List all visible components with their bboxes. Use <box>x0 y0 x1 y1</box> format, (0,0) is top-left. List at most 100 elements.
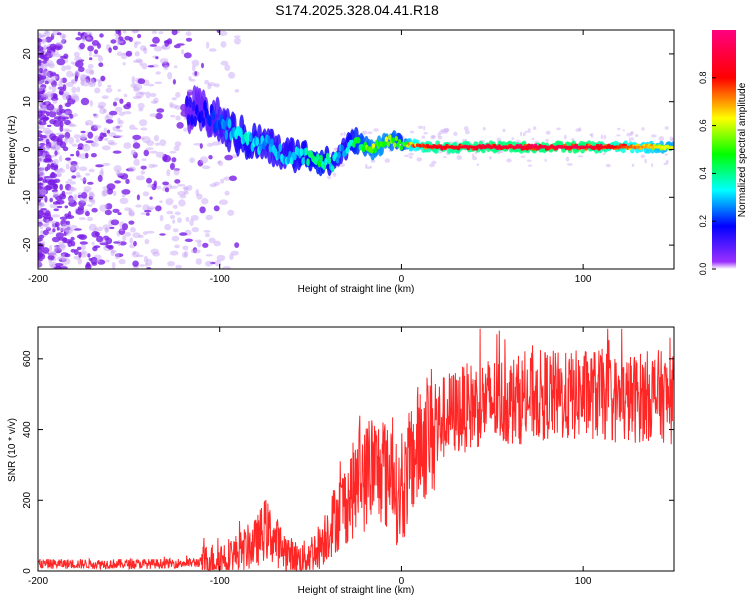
heatmap-noise-cell <box>167 261 176 267</box>
heatmap-signal-core <box>568 145 571 149</box>
heatmap-noise-cell <box>175 92 181 98</box>
heatmap-noise-cell <box>496 151 501 155</box>
heatmap-noise-cell <box>159 214 164 222</box>
heatmap-noise-cell <box>105 119 114 124</box>
heatmap-noise-cell <box>81 79 90 87</box>
heatmap-noise-cell <box>142 191 150 197</box>
heatmap-noise-cell <box>65 129 73 133</box>
heatmap-signal-core <box>565 145 567 149</box>
heatmap-noise-cell <box>408 152 414 156</box>
heatmap-signal-core <box>423 145 426 148</box>
heatmap-noise-cell <box>142 231 148 236</box>
heatmap-noise-cell <box>63 53 69 60</box>
heatmap-noise-cell <box>140 170 146 175</box>
heatmap-noise-cell <box>51 72 57 77</box>
heatmap-noise-cell <box>64 253 71 258</box>
heatmap-noise-cell <box>183 191 189 195</box>
heatmap-noise-cell <box>154 142 161 146</box>
heatmap-noise-cell <box>118 120 124 125</box>
heatmap-noise-cell <box>545 130 551 135</box>
heatmap-noise-cell <box>59 77 64 84</box>
heatmap-noise-cell <box>629 131 633 136</box>
heatmap-noise-cell <box>140 136 145 141</box>
heatmap-noise-cell <box>41 38 48 43</box>
heatmap-signal-core <box>648 145 651 149</box>
heatmap-noise-cell <box>167 72 173 80</box>
snr-axes: -200 -100 0 100 0 200 400 600 <box>22 327 674 587</box>
heatmap-noise-cell <box>211 141 220 146</box>
heatmap-noise-cell <box>186 88 193 92</box>
heatmap-noise-cell <box>172 79 176 85</box>
heatmap-noise-cell <box>140 212 147 215</box>
heatmap-noise-cell <box>631 163 635 167</box>
heatmap-noise-cell <box>85 173 91 176</box>
heatmap-noise-cell <box>56 58 66 66</box>
heatmap-noise-cell <box>163 64 169 71</box>
heatmap-noise-cell <box>68 186 75 191</box>
heatmap-noise-cell <box>511 137 515 141</box>
heatmap-noise-cell <box>102 162 111 166</box>
heatmap-noise-cell <box>139 119 148 127</box>
heatmap-noise-cell <box>203 230 211 233</box>
heatmap-noise-cell <box>135 175 145 181</box>
heatmap-noise-cell <box>556 127 561 131</box>
heatmap-noise-cell <box>114 180 121 184</box>
heatmap-signal-cell <box>290 137 295 155</box>
heatmap-signal-cell <box>345 147 350 154</box>
heatmap-noise-cell <box>49 133 57 141</box>
heatmap-noise-cell <box>42 145 50 151</box>
heatmap-noise-cell <box>141 62 148 70</box>
heatmap-noise-cell <box>135 58 142 63</box>
heatmap-signal-cell <box>301 157 305 166</box>
heatmap-noise-cell <box>76 234 85 239</box>
heatmap-noise-cell <box>80 178 88 181</box>
heatmap-noise-cell <box>176 122 184 129</box>
heatmap-noise-cell <box>58 237 68 241</box>
heatmap-signal-core <box>652 145 655 149</box>
heatmap-noise-cell <box>75 150 80 157</box>
heatmap-noise-cell <box>40 116 49 122</box>
heatmap-signal-cell <box>370 147 374 154</box>
snr-panel: -200 -100 0 100 0 200 400 600 Height of straigh… <box>7 326 675 596</box>
heatmap-noise-cell <box>169 150 177 154</box>
spectrogram-y-label: Frequency (Hz) <box>7 116 18 185</box>
heatmap-signal-core <box>466 145 469 149</box>
heatmap-noise-cell <box>87 131 94 139</box>
heatmap-noise-cell <box>65 65 72 71</box>
heatmap-signal-core <box>574 145 577 149</box>
heatmap-noise-cell <box>332 172 337 177</box>
heatmap-signal-cell <box>340 144 345 152</box>
heatmap-noise-cell <box>605 163 611 168</box>
heatmap-signal-core <box>525 145 527 149</box>
colorbar: 0.0 0.2 0.4 0.6 0.8 Normalized spectral ampl… <box>698 30 748 275</box>
heatmap-noise-cell <box>55 232 64 239</box>
heatmap-noise-cell <box>124 35 131 41</box>
heatmap-noise-cell <box>44 130 54 134</box>
heatmap-noise-cell <box>132 134 142 140</box>
y-tick-label: 600 <box>22 350 33 367</box>
heatmap-noise-cell <box>461 139 467 142</box>
heatmap-noise-cell <box>220 41 227 48</box>
heatmap-noise-cell <box>189 78 196 82</box>
heatmap-noise-cell <box>48 252 56 256</box>
heatmap-noise-cell <box>65 191 73 195</box>
heatmap-signal-core <box>463 145 466 149</box>
heatmap-noise-cell <box>145 91 151 99</box>
heatmap-noise-cell <box>110 39 117 44</box>
heatmap-noise-cell <box>443 130 448 134</box>
heatmap-noise-cell <box>90 153 97 158</box>
heatmap-signal-core <box>441 145 444 149</box>
heatmap-signal-core <box>455 145 458 149</box>
heatmap-noise-cell <box>94 87 101 94</box>
heatmap-noise-cell <box>664 153 668 156</box>
y-tick-label: -20 <box>22 237 33 252</box>
heatmap-noise-cell <box>132 95 142 100</box>
heatmap-noise-cell <box>85 122 89 126</box>
heatmap-noise-cell <box>209 183 217 188</box>
heatmap-noise-cell <box>145 147 154 151</box>
heatmap-noise-cell <box>136 194 140 201</box>
heatmap-signal-core <box>472 145 475 149</box>
heatmap-signal-core <box>483 145 486 149</box>
heatmap-signal-core <box>617 145 620 149</box>
heatmap-noise-cell <box>116 38 121 46</box>
